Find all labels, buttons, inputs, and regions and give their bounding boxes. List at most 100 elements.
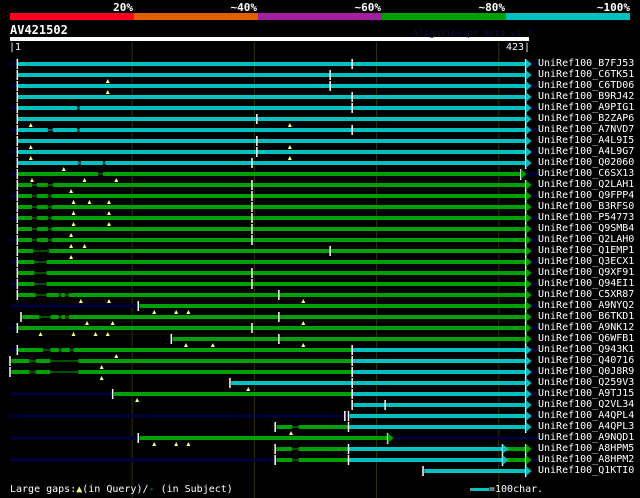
hit-label[interactable]: UniRef100_Q0J8R9 [538, 366, 635, 377]
alignment-segment [78, 370, 353, 374]
subject-overhang-left [10, 436, 140, 440]
hit-label[interactable]: UniRef100_C6SX13 [538, 168, 635, 179]
alignment-segment [36, 194, 48, 198]
hit-label[interactable]: UniRef100_Q259V3 [538, 377, 635, 388]
alignment-end-arrow [525, 268, 532, 278]
hit-label[interactable]: UniRef100_C6TK51 [538, 69, 635, 80]
hit-label[interactable]: UniRef100_A9NYQ2 [538, 300, 635, 311]
gap-legend: Large gaps:▲(in Query)/- (in Subject) [10, 484, 233, 495]
hit-label[interactable]: UniRef100_A4L9G7 [538, 146, 635, 157]
query-gap-label: (in Query)/ [82, 484, 149, 495]
subject-gap [64, 316, 69, 318]
hit-label[interactable]: UniRef100_Q02060 [538, 157, 635, 168]
query-gap-marker [106, 200, 111, 204]
subject-overhang-right [530, 238, 537, 242]
alignment-end-arrow [525, 81, 532, 91]
subject-overhang-right [530, 260, 537, 264]
query-gap-marker [82, 244, 87, 248]
hit-label[interactable]: UniRef100_B3RFS0 [538, 201, 635, 212]
query-gap-marker [71, 332, 76, 336]
subject-gap [50, 371, 79, 373]
hit-label[interactable]: UniRef100_Q2LAH1 [538, 179, 635, 190]
hit-label[interactable]: UniRef100_A8HPM2 [538, 454, 635, 465]
alignment-segment [46, 260, 526, 264]
alignment-segment [352, 359, 526, 363]
query-gap-marker [135, 398, 140, 402]
alignment-end-arrow [525, 136, 532, 146]
alignment-segment [17, 95, 526, 99]
hit-label[interactable]: UniRef100_Q2VL34 [538, 399, 635, 410]
alignment-segment [276, 425, 293, 429]
hit-label[interactable]: UniRef100_A9NK12 [538, 322, 635, 333]
alignment-end-arrow [525, 246, 532, 256]
subject-gap [102, 162, 106, 164]
hit-label[interactable]: UniRef100_A7NVD7 [538, 124, 635, 135]
hit-label[interactable]: UniRef100_B7FJ53 [538, 58, 635, 69]
subject-overhang-right [392, 436, 537, 440]
alignment-segment [298, 425, 349, 429]
hit-label[interactable]: UniRef100_Q3ECX1 [538, 256, 635, 267]
alignment-end-arrow [525, 213, 532, 223]
alignment-segment [349, 414, 526, 418]
alignment-end-arrow [525, 92, 532, 102]
query-gap-marker [69, 233, 74, 237]
subject-overhang-right [530, 414, 537, 418]
alignment-end-arrow [525, 378, 532, 388]
subject-gap [31, 239, 37, 241]
alignment-segment [50, 348, 59, 352]
hit-label[interactable]: UniRef100_A9NQD1 [538, 432, 635, 443]
query-gap-marker [246, 387, 251, 391]
hit-label[interactable]: UniRef100_A8HPM5 [538, 443, 635, 454]
query-gap-marker [106, 211, 111, 215]
subject-gap [31, 184, 37, 186]
hit-label[interactable]: UniRef100_B2ZAP6 [538, 113, 635, 124]
hit-label[interactable]: UniRef100_Q9XF91 [538, 267, 635, 278]
hit-label[interactable]: UniRef100_A4QPL4 [538, 410, 635, 421]
query-gap-marker [287, 156, 292, 160]
hit-label[interactable]: UniRef100_A4QPL3 [538, 421, 635, 432]
subject-gap [97, 173, 103, 175]
subject-overhang-left [10, 414, 350, 418]
hit-label[interactable]: UniRef100_Q6WFB1 [538, 333, 635, 344]
subject-gap [31, 217, 37, 219]
subject-gap [47, 217, 52, 219]
coverage-bar-segment [506, 13, 630, 20]
hit-label[interactable]: UniRef100_A9PIG1 [538, 102, 635, 113]
alignment-segment [298, 458, 349, 462]
subject-gap-icon: - [148, 484, 155, 495]
hit-label[interactable]: UniRef100_Q40716 [538, 355, 635, 366]
subject-overhang-left [10, 282, 18, 286]
subject-overhang-left [10, 458, 277, 462]
query-gap-marker [106, 299, 111, 303]
alignment-segment [17, 161, 79, 165]
hit-label[interactable]: UniRef100_C6TD06 [538, 80, 635, 91]
hit-label[interactable]: UniRef100_B6TKD1 [538, 311, 635, 322]
hit-label[interactable]: UniRef100_Q9SMB4 [538, 223, 635, 234]
subject-overhang-right [530, 216, 537, 220]
alignment-end-arrow [525, 279, 532, 289]
subject-gap-label: (in Subject) [160, 484, 233, 495]
hit-label[interactable]: UniRef100_Q1KTI0 [538, 465, 635, 476]
alignment-end-arrow [525, 301, 532, 311]
subject-overhang-left [10, 106, 18, 110]
hit-label[interactable]: UniRef100_B9RJ42 [538, 91, 635, 102]
hit-label[interactable]: UniRef100_C5XR87 [538, 289, 635, 300]
alignment-segment [52, 128, 78, 132]
hit-label[interactable]: UniRef100_Q1EMP1 [538, 245, 635, 256]
subject-gap [77, 107, 80, 109]
alignment-segment [80, 161, 103, 165]
alignment-end-arrow [525, 345, 532, 355]
query-gap-marker [99, 376, 104, 380]
alignment-end-arrow [525, 70, 532, 80]
hit-label[interactable]: UniRef100_A4L9I5 [538, 135, 635, 146]
query-gap-marker [105, 79, 110, 83]
hit-label[interactable]: UniRef100_A9TJ15 [538, 388, 635, 399]
alignment-end-arrow [525, 323, 532, 333]
hit-label[interactable]: UniRef100_Q9FPP4 [538, 190, 635, 201]
hit-label[interactable]: UniRef100_Q94EI1 [538, 278, 635, 289]
hit-label[interactable]: UniRef100_Q943K1 [538, 344, 635, 355]
hit-label[interactable]: UniRef100_P54773 [538, 212, 635, 223]
subject-gap [42, 349, 51, 351]
alignment-segment [506, 458, 526, 462]
hit-label[interactable]: UniRef100_Q2LAH0 [538, 234, 635, 245]
